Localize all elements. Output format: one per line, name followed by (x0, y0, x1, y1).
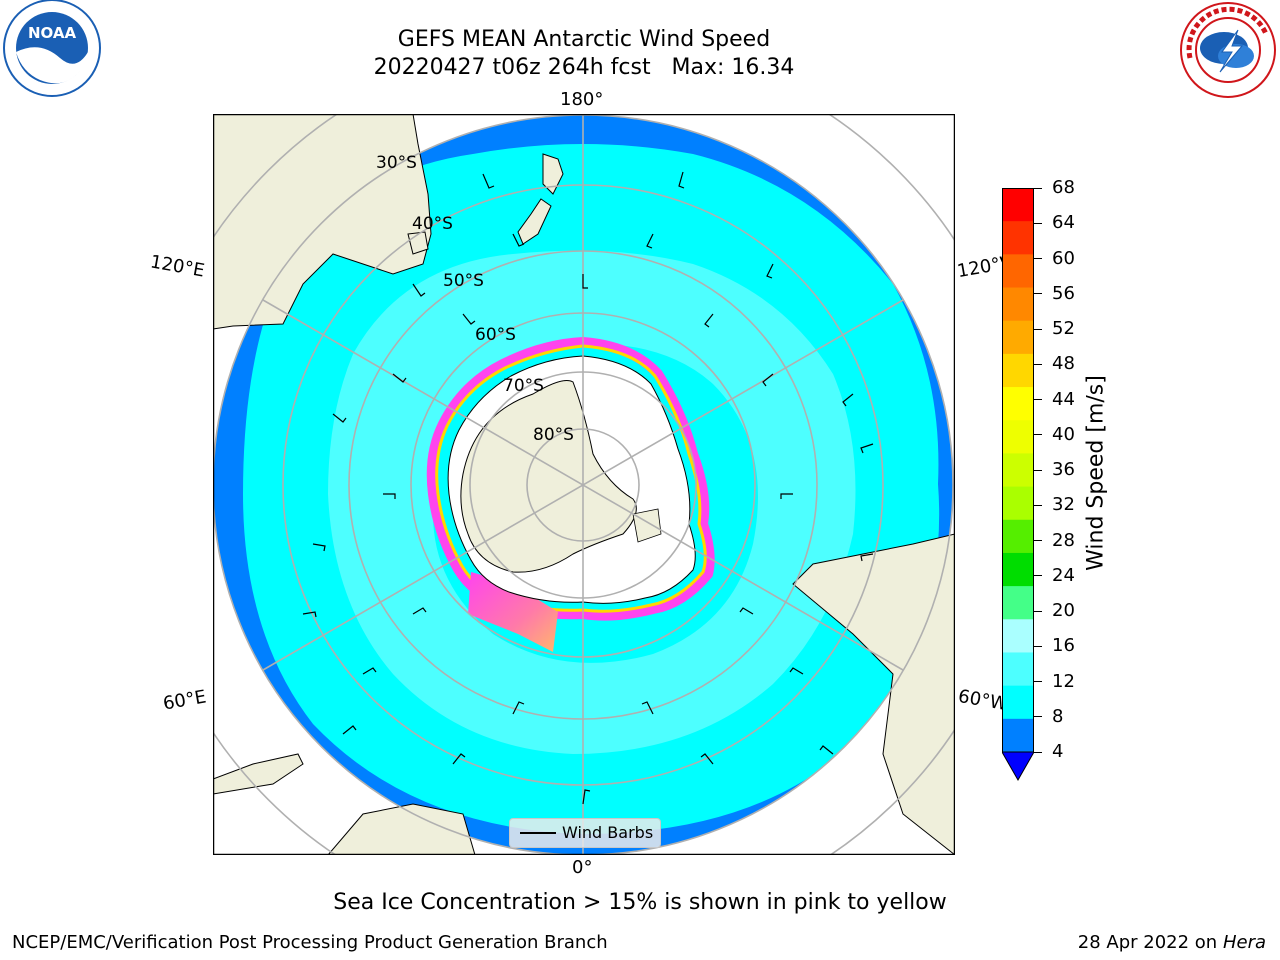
footer-date: 28 Apr 2022 on Hera (1078, 932, 1266, 953)
sea-ice-patch (468, 572, 558, 652)
nws-logo (1180, 2, 1276, 98)
colorbar-tick-label: 40 (1052, 423, 1075, 445)
colorbar-cell (1002, 420, 1034, 454)
noaa-logo-text: NOAA (28, 24, 77, 42)
colorbar-tick-mark (1034, 363, 1042, 365)
colorbar-tick-mark (1034, 328, 1042, 330)
colorbar-cell (1002, 387, 1034, 421)
legend-line (520, 832, 556, 834)
colorbar-cell (1002, 353, 1034, 388)
colorbar-tick-label: 64 (1052, 212, 1075, 234)
colorbar-cell (1002, 320, 1034, 355)
lon-label-60e: 60°E (161, 686, 208, 715)
colorbar-tick-mark (1034, 610, 1042, 612)
colorbar-tick-mark (1034, 222, 1042, 224)
colorbar-tick-mark (1034, 469, 1042, 471)
colorbar-tick-label: 44 (1052, 388, 1075, 410)
colorbar-title: Wind Speed [m/s] (1083, 375, 1109, 571)
colorbar-tick-label: 12 (1052, 670, 1075, 692)
colorbar-cell (1002, 619, 1034, 653)
colorbar-cell (1002, 652, 1034, 687)
colorbar-tick-mark (1034, 575, 1042, 577)
lat-label-80s: 80°S (533, 425, 574, 445)
lat-label-30s: 30°S (376, 153, 417, 173)
colorbar-cell (1002, 685, 1034, 720)
colorbar-tick-label: 56 (1052, 282, 1075, 304)
chart-title: GEFS MEAN Antarctic Wind Speed (397, 27, 771, 52)
colorbar-cell (1002, 552, 1034, 587)
colorbar-tick-mark (1034, 434, 1042, 436)
colorbar-tick-label: 48 (1052, 353, 1075, 375)
colorbar-cell (1002, 221, 1034, 255)
lon-label-120e: 120°E (148, 251, 207, 282)
colorbar-cell (1002, 453, 1034, 488)
colorbar-tick-label: 16 (1052, 635, 1075, 657)
colorbar-tick-label: 4 (1052, 741, 1064, 762)
colorbar-underflow (1002, 751, 1034, 782)
colorbar-cell (1002, 718, 1034, 753)
colorbar-tick-label: 24 (1052, 564, 1075, 586)
legend-label: Wind Barbs (562, 823, 654, 842)
colorbar-cell (1002, 486, 1034, 521)
colorbar-tick-mark (1034, 681, 1042, 682)
lat-label-50s: 50°S (443, 271, 484, 291)
colorbar-tick-mark (1034, 645, 1042, 647)
colorbar-tick-mark (1034, 751, 1042, 753)
lon-label-0: 0° (572, 857, 593, 878)
colorbar-tick-mark (1034, 293, 1042, 295)
colorbar-tick-mark (1034, 716, 1042, 718)
footer-machine: Hera (1222, 932, 1266, 953)
colorbar-tick-label: 60 (1052, 247, 1075, 269)
sea-ice-note: Sea Ice Concentration > 15% is shown in … (333, 890, 947, 915)
colorbar-tick-label: 28 (1052, 529, 1075, 551)
chart-subtitle: 20220427 t06z 264h fcst Max: 16.34 (373, 55, 795, 80)
lat-label-40s: 40°S (412, 214, 453, 234)
colorbar-tick-mark (1034, 258, 1042, 259)
colorbar-cell (1002, 519, 1034, 554)
colorbar-cell (1002, 188, 1034, 222)
colorbar-tick-label: 68 (1052, 177, 1075, 198)
colorbar-tick-label: 52 (1052, 318, 1075, 339)
lon-label-180: 180° (560, 89, 604, 110)
polar-map: 30°S 40°S 50°S 60°S 70°S 80°S (213, 114, 955, 855)
colorbar-tick-mark (1034, 187, 1042, 189)
noaa-logo: NOAA (3, 0, 101, 97)
colorbar (1002, 188, 1034, 782)
colorbar-cell (1002, 586, 1034, 620)
colorbar-tick-label: 20 (1052, 600, 1075, 621)
footer-date-text: 28 Apr 2022 on (1077, 932, 1223, 953)
colorbar-tick-mark (1034, 399, 1042, 400)
colorbar-tick-label: 32 (1052, 494, 1075, 516)
colorbar-cell (1002, 287, 1034, 322)
colorbar-tick-label: 8 (1052, 705, 1064, 727)
wind-barbs (302, 171, 874, 805)
lat-label-70s: 70°S (503, 376, 544, 396)
colorbar-tick-label: 36 (1052, 459, 1075, 480)
legend: Wind Barbs (509, 818, 661, 848)
colorbar-tick-mark (1034, 504, 1042, 506)
footer-credit: NCEP/EMC/Verification Post Processing Pr… (12, 932, 608, 953)
lat-label-60s: 60°S (475, 325, 516, 345)
colorbar-tick-mark (1034, 540, 1042, 541)
colorbar-cell (1002, 254, 1034, 289)
